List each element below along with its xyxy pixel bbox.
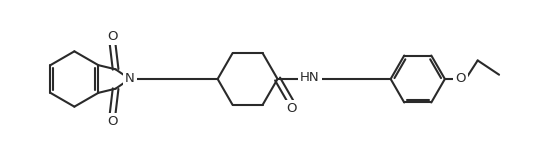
Text: O: O (455, 73, 466, 85)
Text: HN: HN (300, 71, 320, 85)
Text: N: N (125, 73, 134, 85)
Text: O: O (286, 102, 297, 115)
Text: O: O (107, 115, 118, 128)
Text: O: O (107, 30, 118, 43)
